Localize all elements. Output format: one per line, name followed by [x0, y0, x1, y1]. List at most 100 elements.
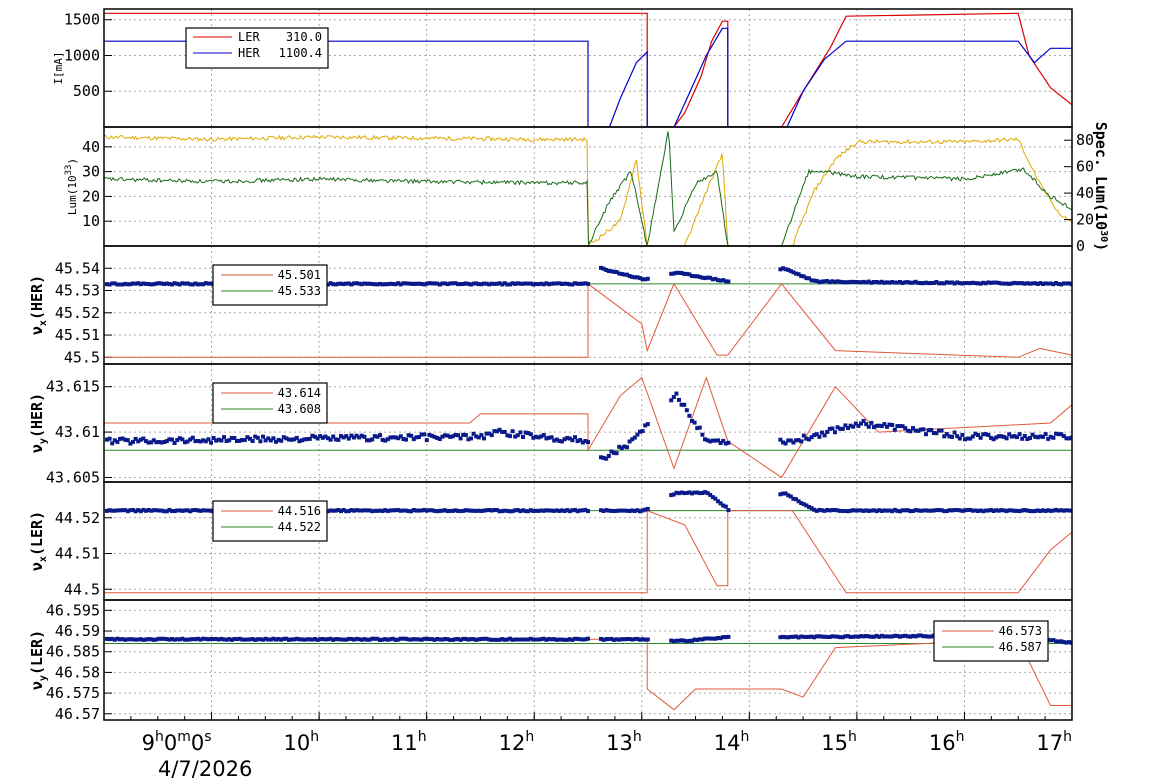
measured-point	[461, 636, 466, 641]
measured-point	[869, 634, 874, 639]
measured-point	[687, 490, 692, 495]
legend-box	[185, 27, 329, 69]
measured-point	[177, 508, 182, 513]
measured-point	[840, 635, 845, 640]
measured-point	[315, 637, 320, 642]
measured-point	[864, 634, 869, 638]
measured-point	[406, 433, 411, 438]
x-tick-label: 10h	[284, 729, 320, 755]
measured-point	[476, 435, 481, 440]
measured-point	[523, 430, 528, 435]
measured-point	[521, 435, 525, 439]
measured-point	[885, 280, 889, 285]
measured-point	[586, 281, 590, 286]
measured-point	[131, 637, 135, 642]
measured-point	[547, 637, 551, 641]
measured-point	[859, 280, 863, 285]
measured-point	[261, 434, 265, 439]
measured-point	[534, 282, 538, 286]
measured-point	[443, 433, 447, 438]
measured-point	[814, 279, 819, 283]
measured-point	[500, 430, 505, 434]
measured-point	[562, 437, 567, 442]
measured-point	[375, 636, 380, 641]
measured-point	[950, 508, 954, 513]
measured-point	[788, 494, 793, 499]
measured-point	[1009, 281, 1014, 286]
measured-point	[1022, 434, 1027, 438]
measured-point	[518, 637, 523, 642]
measured-point	[677, 638, 681, 643]
measured-point	[991, 437, 996, 442]
measured-point	[144, 439, 148, 444]
measured-point	[820, 279, 824, 284]
measured-point	[523, 509, 528, 514]
measured-point	[411, 508, 416, 512]
measured-point	[162, 440, 167, 444]
measured-point	[359, 637, 364, 642]
measured-point	[188, 637, 193, 642]
measured-point	[1056, 432, 1061, 437]
measured-point	[825, 634, 830, 639]
measured-point	[570, 508, 575, 513]
measured-point	[983, 508, 988, 513]
measured-point	[112, 508, 117, 513]
measured-point	[1022, 281, 1027, 286]
measured-point	[227, 438, 232, 443]
measured-point	[838, 279, 843, 284]
measured-point	[422, 282, 427, 287]
measured-point	[913, 508, 918, 513]
measured-point	[411, 637, 416, 642]
measured-point	[206, 437, 211, 442]
measured-point	[167, 282, 172, 286]
measured-point	[578, 281, 583, 286]
measured-point	[913, 428, 918, 433]
measured-point	[175, 637, 180, 642]
measured-point	[474, 434, 479, 439]
measured-point	[1020, 508, 1025, 513]
measured-point	[193, 439, 198, 444]
measured-point	[427, 432, 432, 437]
measured-point	[612, 509, 616, 513]
measured-point	[1007, 508, 1012, 513]
measured-point	[635, 275, 640, 280]
measured-point	[372, 508, 377, 513]
measured-point	[562, 281, 567, 286]
measured-point	[521, 508, 525, 513]
measured-point	[497, 427, 502, 432]
measured-point	[365, 438, 369, 443]
measured-point	[224, 439, 229, 443]
measured-point	[908, 509, 913, 514]
measured-point	[778, 437, 783, 442]
measured-point	[224, 637, 229, 642]
measured-point	[674, 391, 679, 396]
measured-point	[484, 281, 489, 286]
measured-point	[326, 282, 330, 287]
measured-point	[916, 633, 921, 638]
measured-point	[606, 454, 611, 458]
measured-point	[430, 281, 434, 286]
legend-value: 310.0	[286, 30, 322, 44]
measured-point	[869, 420, 874, 425]
measured-point	[450, 508, 455, 513]
measured-point	[723, 279, 728, 284]
measured-point	[1007, 281, 1012, 286]
measured-point	[521, 637, 525, 642]
measured-point	[510, 281, 515, 286]
measured-point	[378, 508, 382, 513]
measured-point	[170, 282, 174, 287]
measured-point	[185, 281, 190, 286]
measured-point	[401, 281, 406, 286]
measured-point	[422, 432, 427, 437]
measured-point	[1009, 508, 1014, 513]
measured-point	[638, 429, 642, 434]
measured-point	[726, 279, 731, 284]
measured-point	[105, 437, 109, 442]
measured-point	[157, 636, 161, 641]
y-tick-label: 40	[82, 138, 100, 156]
measured-point	[682, 402, 687, 407]
measured-point	[627, 509, 632, 513]
measured-point	[502, 430, 507, 434]
measured-point	[926, 508, 931, 513]
measured-point	[209, 281, 213, 286]
